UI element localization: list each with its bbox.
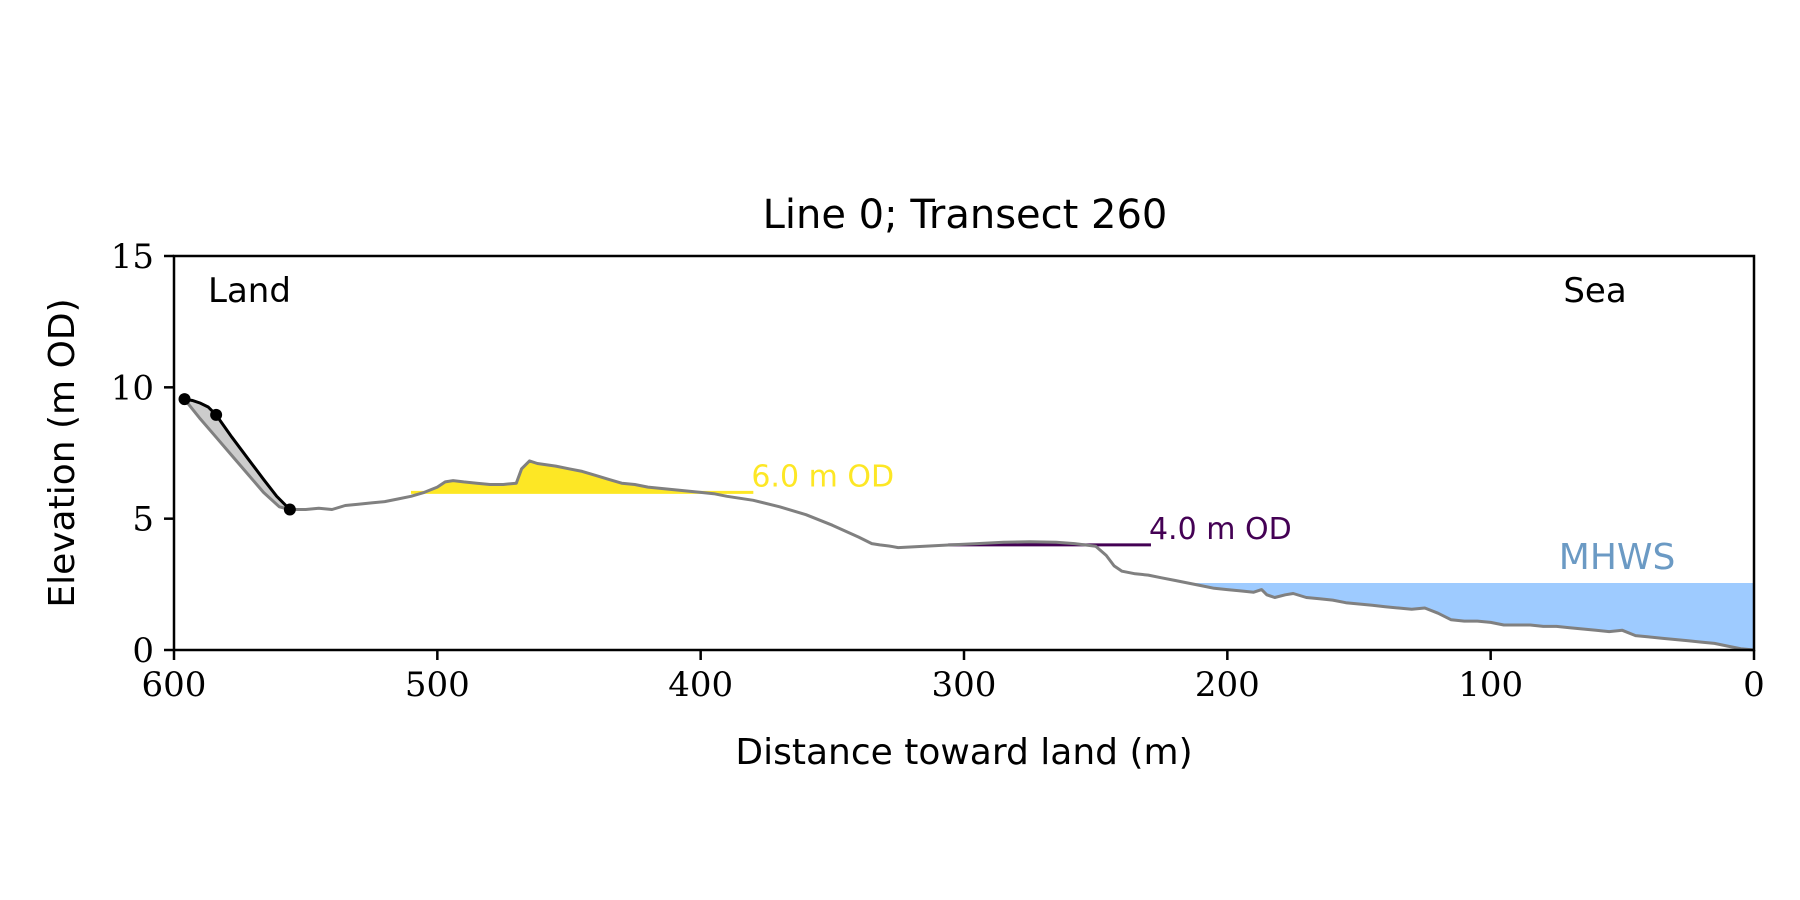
x-axis-label: Distance toward land (m) bbox=[735, 732, 1192, 773]
x-tick-label-200: 200 bbox=[1195, 665, 1260, 705]
x-tick-label-500: 500 bbox=[405, 665, 470, 705]
plot-area: 6.0 m OD 4.0 m OD MHWS Land Sea bbox=[172, 254, 1756, 652]
y-axis-label: Elevation (m OD) bbox=[42, 298, 83, 607]
x-tick-label-100: 100 bbox=[1458, 665, 1523, 705]
x-tick-label-600: 600 bbox=[142, 665, 207, 705]
cliff-point-2 bbox=[283, 503, 296, 516]
y-tick-label-0: 0 bbox=[132, 631, 154, 671]
level-high-fill bbox=[411, 460, 754, 493]
chart-title: Line 0; Transect 260 bbox=[763, 192, 1168, 238]
y-tick-label-5: 5 bbox=[132, 500, 154, 540]
land-label: Land bbox=[208, 271, 291, 311]
level-high-label: 6.0 m OD bbox=[751, 459, 894, 494]
x-tick-label-400: 400 bbox=[668, 665, 733, 705]
x-tick-label-300: 300 bbox=[932, 665, 997, 705]
x-tick-label-0: 0 bbox=[1743, 665, 1765, 705]
mhws-label: MHWS bbox=[1559, 537, 1676, 578]
sea-label: Sea bbox=[1563, 271, 1626, 311]
cliff-points bbox=[178, 393, 296, 516]
cliff-point-1 bbox=[210, 408, 223, 421]
x-axis: 600 500 400 300 200 100 0 bbox=[142, 650, 1765, 705]
cliff-fill bbox=[184, 399, 290, 510]
mhws-fill bbox=[1187, 583, 1754, 650]
y-tick-label-10: 10 bbox=[111, 368, 154, 408]
y-axis: 0 5 10 15 bbox=[111, 237, 174, 671]
profile-line bbox=[183, 398, 1755, 652]
cliff-line bbox=[184, 397, 291, 511]
cliff-point-0 bbox=[178, 393, 191, 406]
y-tick-label-15: 15 bbox=[111, 237, 154, 277]
level-low-label: 4.0 m OD bbox=[1149, 512, 1292, 547]
